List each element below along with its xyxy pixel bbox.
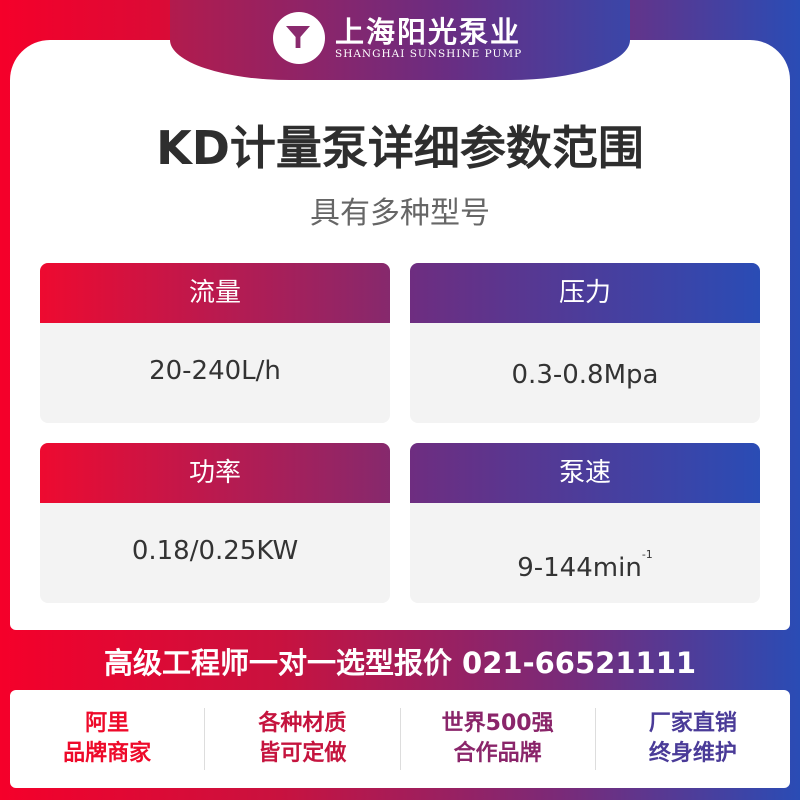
spec-card-power: 功率 0.18/0.25KW	[40, 443, 390, 603]
features-bar: 阿里品牌商家 各种材质皆可定做 世界500强 合作品牌 厂家直销终身维护	[10, 690, 790, 788]
spec-label: 压力	[410, 263, 760, 323]
feature-line: 合作品牌	[453, 741, 542, 766]
feature-item: 世界500强 合作品牌	[399, 708, 595, 770]
spec-label: 流量	[40, 263, 390, 323]
spec-value: 9-144min	[517, 553, 642, 583]
feature-line: 终身维护	[648, 741, 737, 766]
spec-label: 功率	[40, 443, 390, 503]
spec-card-flow: 流量 20-240L/h	[40, 263, 390, 423]
feature-line: 厂家直销	[648, 711, 737, 736]
brand-name-en: SHANGHAI SUNSHINE PUMP	[335, 48, 523, 60]
spec-value: 0.3-0.8Mpa	[511, 360, 659, 390]
spec-value: 20-240L/h	[149, 356, 281, 386]
feature-line: 皆可定做	[258, 741, 347, 766]
feature-line: 阿里	[85, 711, 130, 736]
spec-card-speed: 泵速 9-144min-1	[410, 443, 760, 603]
spec-value-exponent: -1	[641, 548, 653, 561]
logo-icon	[273, 12, 325, 64]
feature-line: 品牌商家	[63, 741, 152, 766]
feature-item: 厂家直销 终身维护	[594, 708, 790, 770]
page-title: KD计量泵详细参数范围	[156, 121, 644, 175]
feature-item: 各种材质 皆可定做	[204, 708, 399, 770]
feature-item: 阿里 品牌商家	[10, 708, 204, 770]
spec-label: 泵速	[410, 443, 760, 503]
spec-value: 0.18/0.25KW	[131, 536, 299, 566]
page-subtitle: 具有多种型号	[310, 196, 490, 231]
brand-logo: 上海阳光泵业 SHANGHAI SUNSHINE PUMP	[273, 12, 522, 64]
spec-value-wrap: 9-144min-1	[410, 503, 760, 603]
feature-line: 各种材质	[258, 711, 347, 736]
feature-line: 世界500强	[441, 711, 554, 736]
logo-band	[170, 0, 630, 80]
hotline-text: 高级工程师一对一选型报价 021-66521111	[103, 646, 697, 680]
spec-card-pressure: 压力 0.3-0.8Mpa	[410, 263, 760, 423]
brand-name-cn: 上海阳光泵业	[335, 15, 522, 49]
